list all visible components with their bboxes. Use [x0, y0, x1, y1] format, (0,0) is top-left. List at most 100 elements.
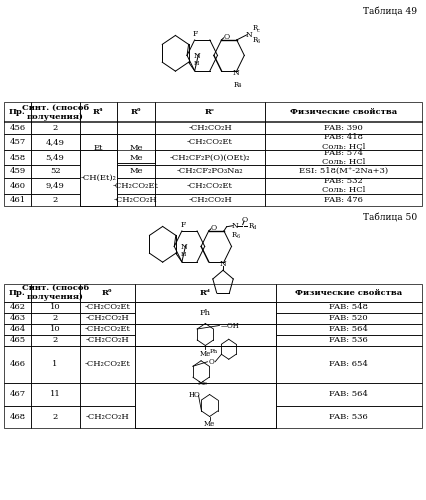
Text: 9,49: 9,49	[46, 182, 65, 190]
Text: F: F	[180, 220, 185, 228]
Text: -CH₂CO₂H: -CH₂CO₂H	[188, 124, 232, 132]
Bar	[4, 406, 31, 428]
Bar	[31, 178, 80, 194]
Text: -CH₂CO₂Et: -CH₂CO₂Et	[187, 138, 233, 146]
Text: 10: 10	[50, 325, 60, 333]
Bar	[4, 178, 31, 194]
Text: FAB: 536: FAB: 536	[329, 336, 368, 344]
Bar	[117, 178, 155, 194]
Text: -CH₂CO₂Et: -CH₂CO₂Et	[84, 360, 130, 368]
Text: FAB: 476: FAB: 476	[324, 196, 363, 204]
Bar	[276, 324, 422, 334]
Bar	[31, 194, 80, 206]
Bar	[155, 150, 265, 165]
Bar	[135, 284, 276, 302]
Text: -CH₂CF₂P(O)(OEt)₂: -CH₂CF₂P(O)(OEt)₂	[170, 154, 250, 162]
Text: 52: 52	[50, 167, 60, 175]
Bar	[80, 134, 117, 150]
Text: FAB: 548: FAB: 548	[329, 303, 368, 311]
Bar	[276, 302, 422, 312]
Bar	[80, 150, 117, 206]
Bar	[135, 346, 276, 383]
Text: -CH(Et)₂: -CH(Et)₂	[81, 174, 116, 182]
Bar	[135, 406, 276, 428]
Text: Et: Et	[94, 144, 103, 152]
Bar	[276, 383, 422, 406]
Text: H: H	[181, 252, 187, 257]
Text: N: N	[233, 69, 239, 77]
Text: FAB: 390: FAB: 390	[324, 124, 363, 132]
Bar	[80, 178, 117, 194]
Bar	[117, 134, 155, 162]
Bar	[31, 102, 80, 122]
Bar	[135, 334, 276, 345]
Text: -CH₂CO₂Et: -CH₂CO₂Et	[113, 182, 159, 190]
Text: O: O	[209, 358, 215, 366]
Bar	[135, 302, 276, 324]
Bar	[276, 312, 422, 324]
Text: R: R	[253, 36, 258, 44]
Text: FAB: 532
Соль: HCl: FAB: 532 Соль: HCl	[322, 177, 365, 194]
Text: 4: 4	[238, 84, 241, 88]
Bar	[4, 134, 31, 150]
Text: 10: 10	[50, 303, 60, 311]
Text: -CH₂CO₂Et: -CH₂CO₂Et	[187, 182, 233, 190]
Bar	[80, 312, 135, 324]
Bar	[31, 312, 80, 324]
Bar	[276, 406, 422, 428]
Bar	[4, 102, 31, 122]
Bar	[276, 346, 422, 383]
Bar	[117, 134, 155, 150]
Text: O: O	[211, 224, 217, 232]
Bar	[4, 194, 31, 206]
Text: -CH₂CO₂H: -CH₂CO₂H	[188, 196, 232, 204]
Text: 4,49: 4,49	[46, 138, 65, 146]
Text: R⁶: R⁶	[131, 108, 141, 116]
Bar	[31, 334, 80, 345]
Text: N: N	[181, 244, 187, 252]
Text: 1: 1	[52, 360, 58, 368]
Bar	[135, 302, 276, 324]
Bar	[265, 165, 422, 177]
Bar	[135, 324, 276, 345]
Bar	[31, 383, 80, 406]
Text: R: R	[253, 24, 258, 32]
Bar	[155, 122, 265, 134]
Text: FAB: 574
Соль: HCl: FAB: 574 Соль: HCl	[322, 149, 365, 166]
Bar	[31, 150, 80, 165]
Bar	[31, 406, 80, 428]
Bar	[80, 302, 135, 312]
Text: 11: 11	[50, 390, 60, 398]
Text: 458: 458	[9, 154, 26, 162]
Text: 466: 466	[9, 360, 26, 368]
Bar	[31, 165, 80, 177]
Text: FAB: 654: FAB: 654	[329, 360, 368, 368]
Bar	[31, 134, 80, 150]
Bar	[80, 284, 135, 302]
Bar	[117, 102, 155, 122]
Bar	[276, 334, 422, 345]
Bar	[265, 102, 422, 122]
Text: R: R	[248, 222, 254, 230]
Bar	[155, 102, 265, 122]
Bar	[4, 284, 31, 302]
Bar	[4, 312, 31, 324]
Text: Пр.: Пр.	[9, 288, 26, 296]
Text: 457: 457	[9, 138, 26, 146]
Text: Rᶜ: Rᶜ	[205, 108, 215, 116]
Bar	[4, 122, 31, 134]
Text: Физические свойства: Физические свойства	[295, 288, 402, 296]
Bar	[31, 302, 80, 312]
Text: ESI: 518(M⁺-2Na+3): ESI: 518(M⁺-2Na+3)	[299, 167, 388, 175]
Bar	[135, 324, 276, 334]
Text: c: c	[257, 28, 260, 32]
Bar	[117, 122, 155, 134]
Bar	[265, 178, 422, 194]
Bar	[80, 406, 135, 428]
Bar	[80, 346, 135, 383]
Text: Me: Me	[129, 144, 143, 152]
Bar	[155, 134, 265, 150]
Bar	[4, 334, 31, 345]
Text: O: O	[224, 33, 230, 41]
Bar	[117, 165, 155, 177]
